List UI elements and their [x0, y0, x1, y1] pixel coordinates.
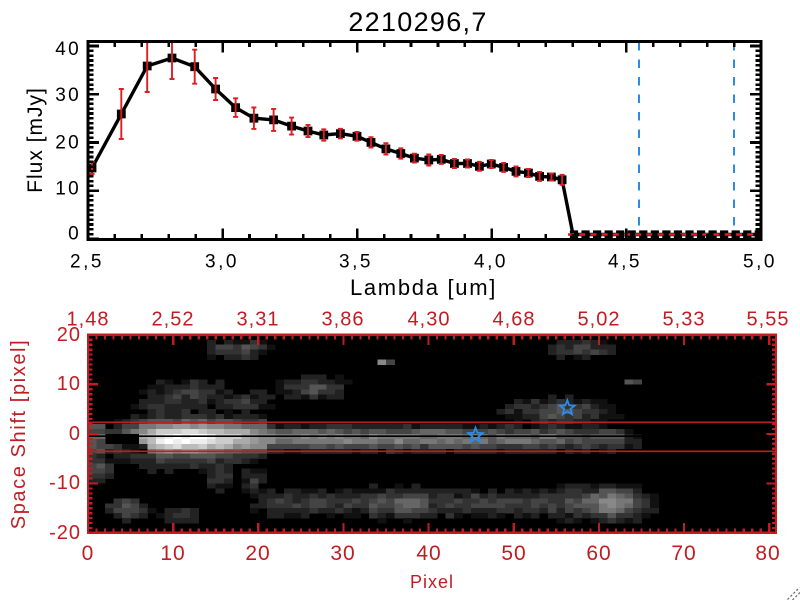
- svg-text:Lambda [um]: Lambda [um]: [350, 275, 497, 300]
- svg-text:Space Shift [pixel]: Space Shift [pixel]: [8, 339, 30, 530]
- svg-text:30: 30: [330, 542, 355, 565]
- svg-text:3,0: 3,0: [205, 252, 239, 273]
- svg-text:5,0: 5,0: [743, 252, 777, 273]
- svg-text:5,55: 5,55: [747, 309, 790, 331]
- svg-text:60: 60: [586, 542, 611, 565]
- svg-text:10: 10: [160, 542, 185, 565]
- svg-text:-10: -10: [49, 472, 81, 494]
- svg-text:4,30: 4,30: [408, 309, 451, 331]
- svg-text:3,5: 3,5: [339, 252, 373, 273]
- svg-text:-20: -20: [49, 522, 81, 544]
- svg-text:2210296,7: 2210296,7: [348, 7, 487, 37]
- svg-text:80: 80: [755, 542, 780, 565]
- svg-text:70: 70: [671, 542, 696, 565]
- svg-text:Pixel: Pixel: [410, 572, 454, 592]
- svg-text:20: 20: [245, 542, 270, 565]
- svg-text:5,02: 5,02: [578, 309, 621, 331]
- svg-text:0: 0: [69, 423, 81, 445]
- svg-text:40: 40: [416, 542, 441, 565]
- svg-text:4,68: 4,68: [493, 309, 536, 331]
- svg-text:4,0: 4,0: [474, 252, 508, 273]
- svg-text:10: 10: [57, 373, 81, 395]
- svg-text:50: 50: [501, 542, 526, 565]
- svg-text:2,5: 2,5: [70, 252, 104, 273]
- svg-text:0: 0: [82, 542, 95, 565]
- svg-text:20: 20: [57, 324, 81, 346]
- svg-text:0: 0: [68, 224, 81, 245]
- svg-text:20: 20: [55, 133, 81, 154]
- svg-text:4,5: 4,5: [608, 252, 642, 273]
- svg-text:Flux [mJy]: Flux [mJy]: [24, 87, 47, 193]
- svg-text:5,33: 5,33: [663, 309, 706, 331]
- svg-text:30: 30: [55, 85, 81, 106]
- svg-text:3,86: 3,86: [322, 309, 365, 331]
- svg-text:10: 10: [55, 179, 81, 200]
- svg-text:2,52: 2,52: [152, 309, 195, 331]
- svg-text:1,48: 1,48: [67, 309, 110, 331]
- svg-text:3,31: 3,31: [237, 309, 280, 331]
- svg-text:40: 40: [55, 39, 81, 60]
